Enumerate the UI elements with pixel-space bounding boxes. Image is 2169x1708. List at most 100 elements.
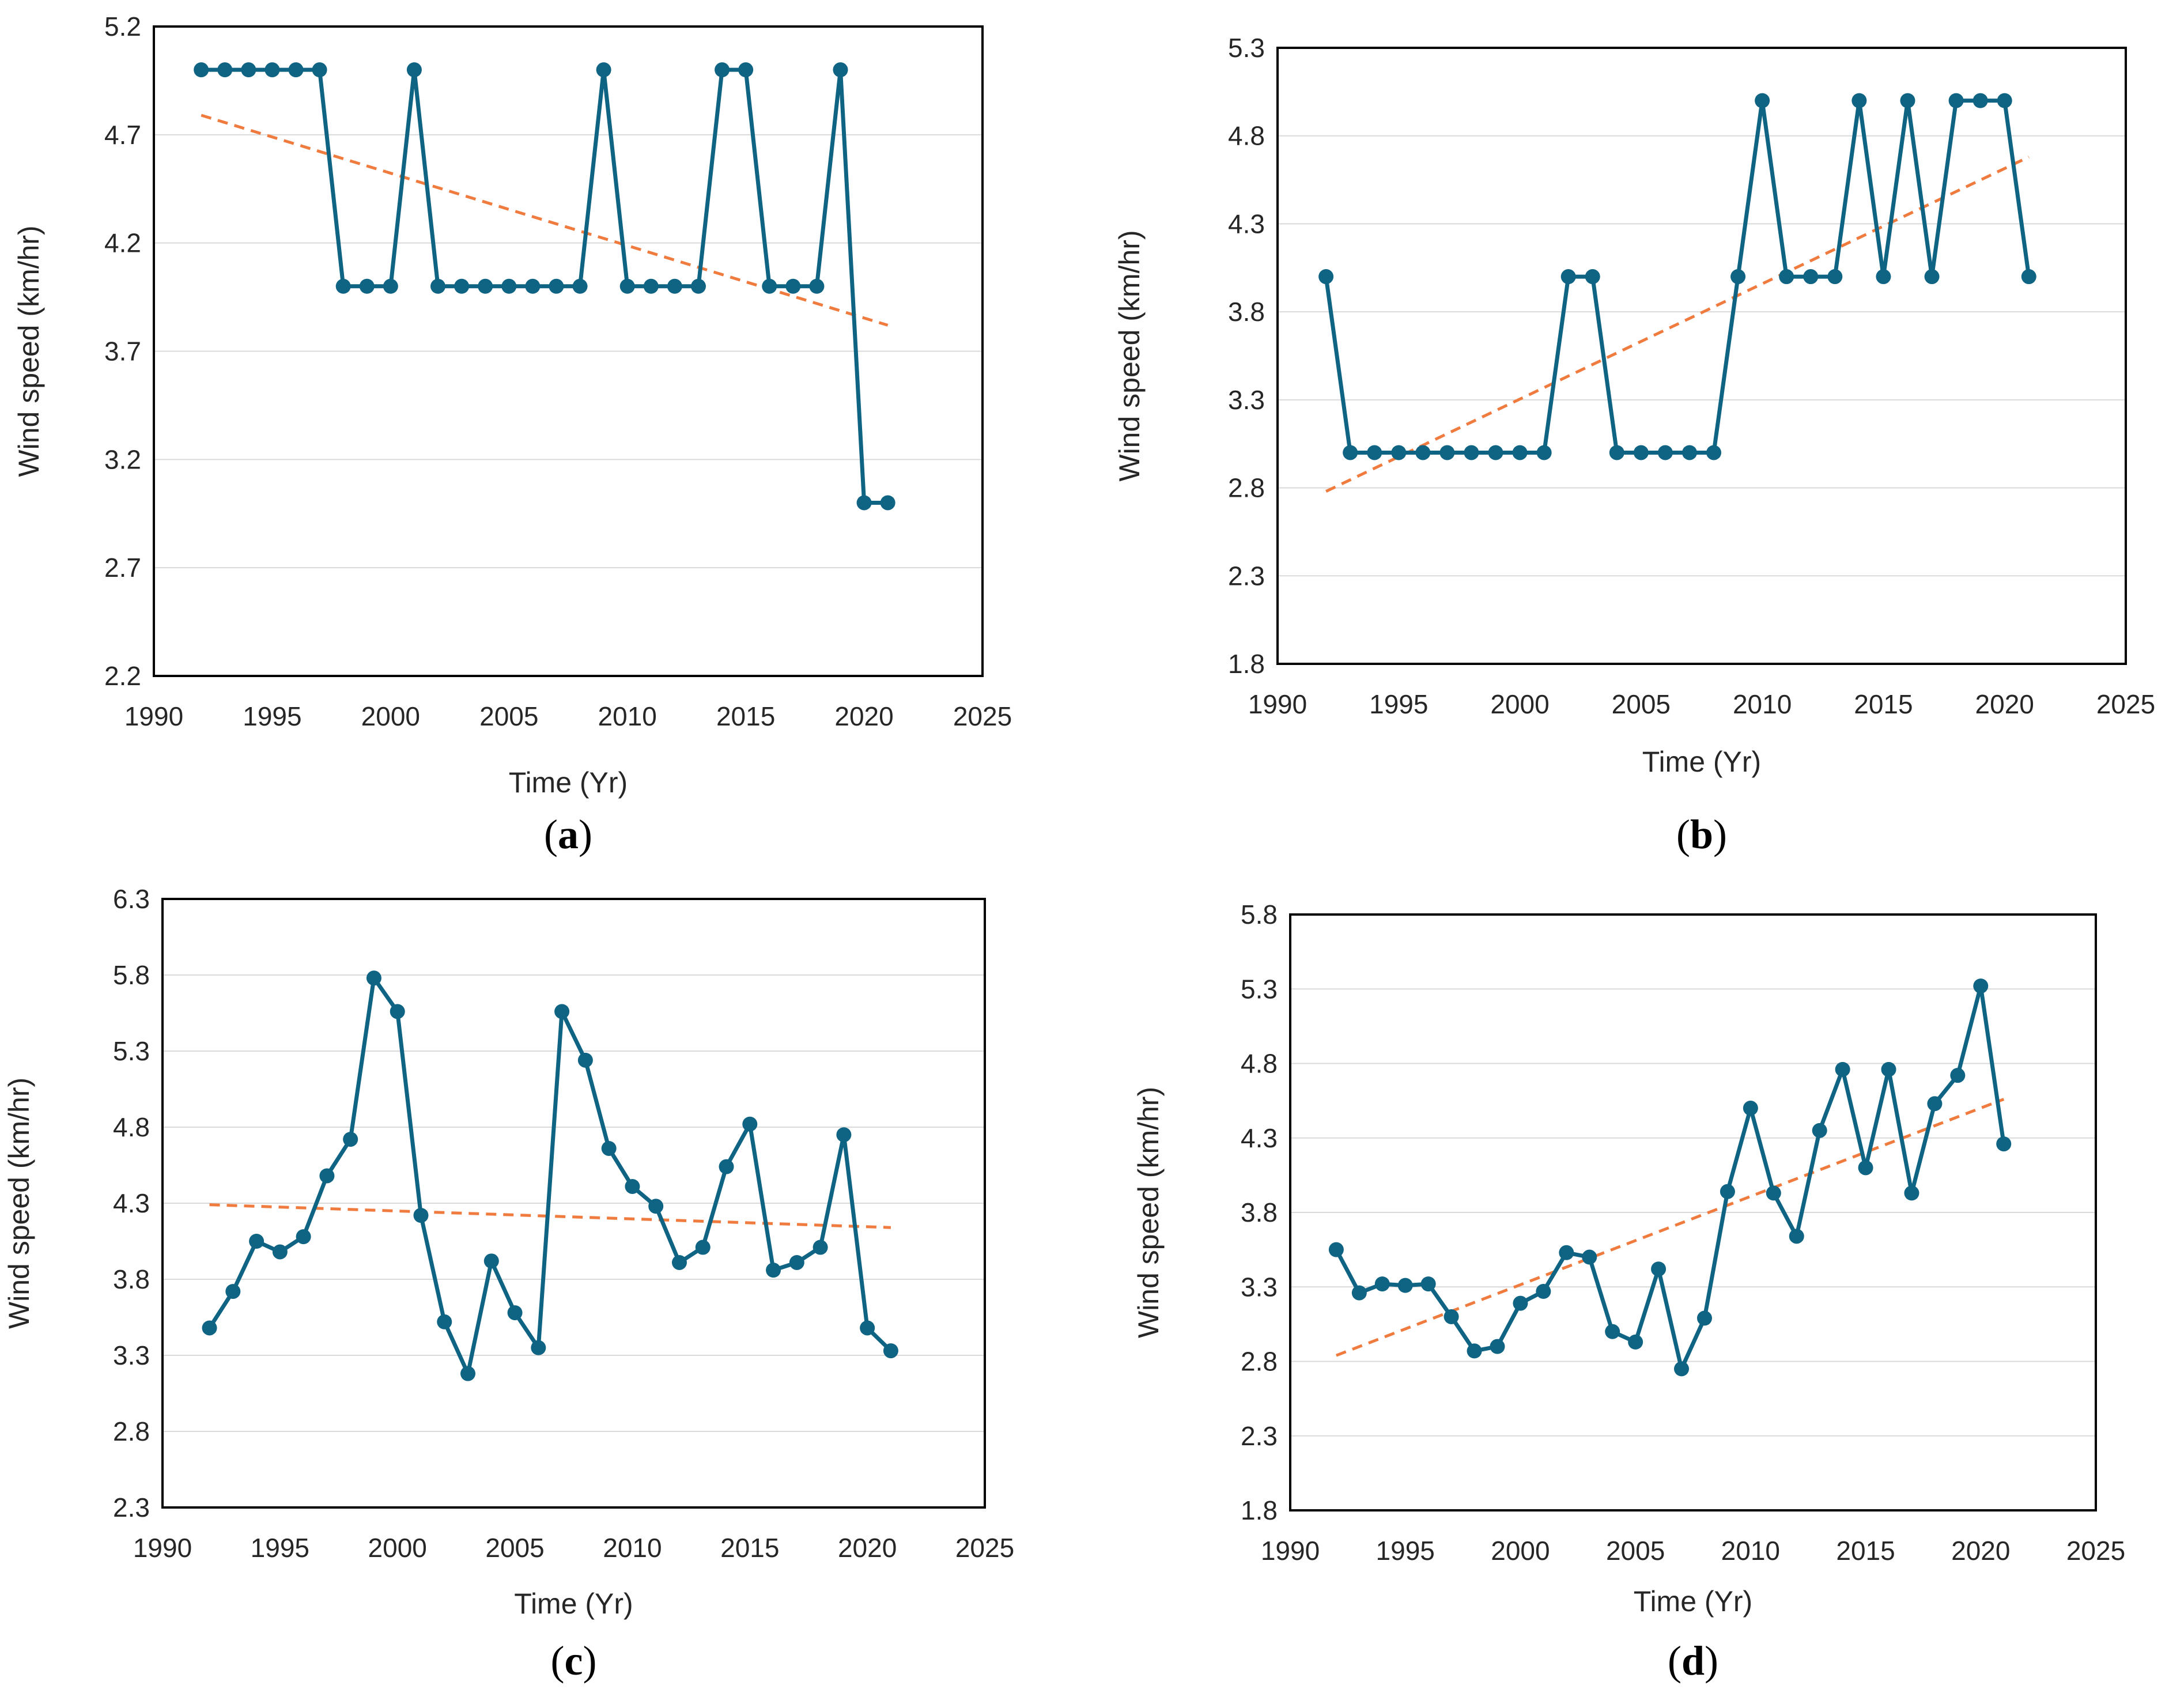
data-point [1488,445,1503,460]
data-point [880,495,895,511]
data-point [883,1343,898,1359]
data-point [1835,1061,1850,1077]
data-point [1706,445,1722,460]
x-tick-label: 2025 [953,701,1012,731]
y-tick-label: 4.8 [1228,121,1265,151]
data-point [1513,1295,1528,1311]
data-point [1743,1101,1758,1116]
data-point [1464,445,1479,460]
data-point [809,278,825,294]
y-axis-title: Wind speed (km/hr) [1113,230,1146,481]
data-point [1812,1123,1827,1138]
data-point [312,62,327,78]
panel-label: (d) [1668,1638,1718,1684]
x-tick-label: 2005 [1606,1536,1665,1566]
x-tick-label: 2000 [1490,689,1549,719]
data-point [413,1208,429,1223]
x-tick-label: 2005 [479,701,538,731]
data-point [225,1284,241,1299]
x-tick-label: 2020 [838,1533,897,1563]
x-tick-label: 2020 [1951,1536,2010,1566]
data-point [836,1127,852,1143]
data-point [1950,1068,1966,1083]
data-point [1924,269,1940,285]
x-tick-label: 1995 [1369,689,1428,719]
data-point [501,278,517,294]
data-point [525,278,541,294]
data-point [1633,445,1649,460]
data-point [667,278,682,294]
y-tick-label: 3.7 [104,337,141,366]
x-tick-label: 2015 [1854,689,1913,719]
data-point [643,278,659,294]
data-point [1973,978,1989,994]
data-point [1420,1276,1436,1292]
plot-area-frame [1276,47,2127,665]
series-line [207,976,893,1376]
data-point [1439,445,1455,460]
trendline [1335,1098,2005,1357]
data-point [1651,1261,1667,1277]
x-tick-label: 2000 [361,701,420,731]
data-point [813,1240,828,1255]
data-point [1536,445,1552,460]
data-point [1876,269,1891,285]
data-point [549,278,564,294]
x-tick-label: 2010 [603,1533,662,1563]
data-point [1609,445,1624,460]
data-point [343,1132,358,1147]
data-point [789,1254,804,1270]
data-point [1904,1185,1919,1201]
plot-area-frame [1289,913,2097,1511]
data-point [601,1140,617,1156]
x-tick-label: 2025 [2096,689,2155,719]
data-point [272,1244,288,1260]
x-tick-label: 2025 [2066,1536,2125,1566]
chart-panel-b: 1.8 2.3 2.8 3.3 3.8 4.3 4.8 5.3 1990 1995 2000 2005… [1113,33,2155,857]
data-point [785,278,801,294]
y-tick-label: 2.3 [1228,561,1265,591]
data-point [1367,445,1382,460]
x-tick-label: 1990 [133,1533,192,1563]
x-tick-label: 2005 [1612,689,1671,719]
data-point [1730,269,1746,285]
y-tick-label: 3.3 [113,1340,150,1370]
data-point [1467,1343,1482,1359]
data-point [1881,1061,1896,1077]
data-point [366,970,381,986]
data-point [671,1254,687,1270]
y-tick-label: 5.8 [1241,900,1278,929]
y-axis-title: Wind speed (km/hr) [3,1078,35,1329]
data-point [1657,445,1673,460]
y-tick-label: 4.2 [104,228,141,258]
trendline [201,114,889,327]
data-point [1559,1245,1574,1260]
data-point [596,62,611,78]
data-point [383,278,398,294]
y-tick-label: 5.3 [113,1036,150,1066]
data-point [695,1240,711,1255]
chart-panel-d: 1.8 2.3 2.8 3.3 3.8 4.3 4.8 5.3 5.8 1990 1995 2000 2… [1132,900,2125,1684]
x-tick-label: 2010 [598,701,657,731]
data-point [572,278,588,294]
data-point [2021,269,2036,285]
data-point [454,278,470,294]
data-point [194,62,209,78]
data-point [241,62,256,78]
data-point [1328,1242,1344,1257]
data-point [406,62,422,78]
y-tick-label: 4.8 [113,1112,150,1142]
data-point [1927,1096,1943,1112]
data-point [288,62,304,78]
data-point [1779,269,1794,285]
data-point [1560,269,1576,285]
data-point [554,1004,570,1019]
data-point [1605,1324,1620,1339]
data-point [742,1116,758,1132]
y-tick-label: 4.3 [1241,1123,1278,1153]
y-tick-label: 2.7 [104,553,141,583]
x-tick-label: 1990 [1261,1536,1320,1566]
panel-label: (c) [551,1638,597,1684]
x-tick-label: 1995 [1376,1536,1435,1566]
